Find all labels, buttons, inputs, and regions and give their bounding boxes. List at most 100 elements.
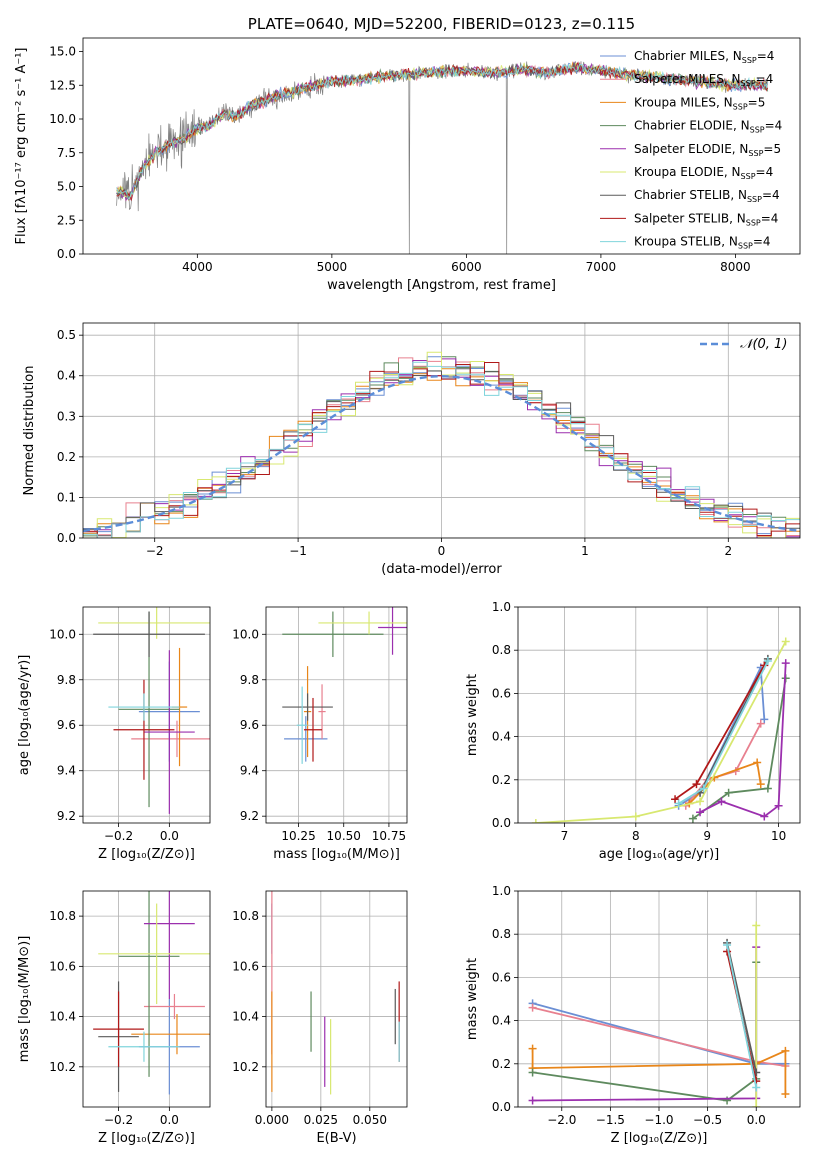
legend-entry: 𝒩(0, 1) — [740, 337, 787, 352]
y-tick-label: 10.4 — [232, 1010, 259, 1024]
legend-entry: Chabrier MILES, NSSP=4 — [634, 49, 774, 65]
mass-weight-line — [532, 962, 758, 1102]
legend-nssp: =4 — [753, 235, 771, 249]
y-axis-label: mass weight — [465, 958, 480, 1040]
y-axis-label: Normed distribution — [22, 366, 37, 496]
x-tick-label: −1.0 — [644, 1113, 673, 1127]
y-tick-label: 0.6 — [492, 970, 511, 984]
y-tick-label: 9.8 — [240, 673, 259, 687]
legend-entry: Kroupa ELODIE, NSSP=4 — [634, 165, 773, 181]
y-tick-label: 10.0 — [49, 112, 76, 126]
mass-weight-marker — [752, 921, 761, 930]
mass-weight-marker — [531, 819, 540, 823]
mass-weight-marker — [763, 657, 772, 665]
x-tick-label: 0.050 — [353, 1113, 387, 1127]
mass-weight-line — [699, 658, 769, 794]
x-axis-label: Z [log₁₀(Z/Z⊙)] — [98, 847, 195, 862]
mass-weight-line — [699, 663, 787, 818]
mass-weight-marker — [781, 659, 790, 668]
mass-weight-marker — [528, 1096, 537, 1105]
mass-weight-marker — [752, 1103, 761, 1107]
plot-area-mass-vs-Z — [83, 891, 210, 1107]
x-tick-label: −0.5 — [693, 1113, 722, 1127]
y-tick-label: 0.8 — [492, 927, 511, 941]
x-tick-label: 10.50 — [327, 829, 361, 843]
y-tick-label: 10.8 — [49, 909, 76, 923]
x-tick-label: 10.25 — [281, 829, 315, 843]
y-tick-label: 10.0 — [49, 627, 76, 641]
mass-weight-marker — [528, 1068, 537, 1077]
y-tick-label: 10.2 — [232, 1060, 259, 1074]
y-tick-label: 9.6 — [240, 718, 259, 732]
x-axis-label: (data-model)/error — [381, 562, 502, 577]
y-tick-label: 9.4 — [240, 764, 259, 778]
x-tick-label: 4000 — [182, 260, 213, 274]
legend-subscript: SSP — [738, 242, 753, 251]
mass-weight-line — [678, 664, 766, 807]
y-axis-label: mass weight — [465, 674, 480, 756]
axes-frame — [82, 37, 801, 255]
legend-entry: Kroupa STELIB, NSSP=4 — [634, 235, 771, 251]
axes-frame — [265, 606, 408, 824]
mass-weight-marker — [528, 1003, 537, 1012]
axes-frame — [82, 890, 211, 1108]
x-tick-label: 0.000 — [255, 1113, 289, 1127]
x-tick-label: 7 — [561, 829, 569, 843]
normal-curve-line — [83, 374, 800, 533]
x-tick-label: 5000 — [317, 260, 348, 274]
x-tick-label: −1.5 — [596, 1113, 625, 1127]
y-tick-label: 0.5 — [57, 328, 76, 342]
histogram-series — [83, 368, 800, 537]
axes-frame — [82, 606, 211, 824]
plot-area-massweight-vs-Z — [518, 891, 800, 1107]
model-line-chabrier-stelib — [116, 62, 769, 201]
y-tick-label: 1.0 — [492, 884, 511, 898]
y-tick-label: 10.4 — [49, 1010, 76, 1024]
mass-weight-marker — [724, 788, 733, 797]
mass-weight-marker — [717, 797, 726, 806]
y-tick-label: 0.6 — [492, 686, 511, 700]
axes-frame — [265, 890, 408, 1108]
y-tick-label: 10.6 — [232, 959, 259, 973]
legend-subscript: SSP — [742, 56, 757, 65]
legend-subscript: SSP — [750, 126, 765, 135]
legend-entry: Chabrier ELODIE, NSSP=4 — [634, 119, 782, 135]
axes-frame — [517, 606, 801, 824]
mass-weight-marker — [760, 715, 769, 724]
axes-frame — [517, 890, 801, 1108]
y-tick-label: 9.4 — [57, 764, 76, 778]
axes-frame — [82, 322, 801, 539]
y-tick-label: 0.0 — [492, 816, 511, 830]
y-tick-label: 12.5 — [49, 78, 76, 92]
legend-subscript: SSP — [733, 102, 748, 111]
histogram-series — [83, 362, 800, 538]
plot-area-mass-vs-ebv — [266, 891, 407, 1107]
mass-weight-marker — [763, 784, 772, 793]
legend-subscript: SSP — [747, 195, 762, 204]
x-tick-label: 10 — [771, 829, 786, 843]
mass-weight-line — [535, 641, 787, 823]
y-tick-label: 9.2 — [240, 809, 259, 823]
mass-weight-marker — [752, 1083, 761, 1092]
x-tick-label: −1 — [289, 544, 307, 558]
x-tick-label: 0 — [438, 544, 446, 558]
y-tick-label: 0.2 — [57, 450, 76, 464]
x-tick-label: 8 — [632, 829, 640, 843]
mass-weight-line — [692, 678, 787, 820]
mass-weight-marker — [753, 758, 762, 767]
legend-entry: Chabrier STELIB, NSSP=4 — [634, 188, 780, 204]
y-tick-label: 10.0 — [232, 627, 259, 641]
y-tick-label: 0.8 — [492, 643, 511, 657]
y-tick-label: 0.4 — [492, 730, 511, 744]
plot-area-residuals — [83, 323, 800, 538]
mass-weight-marker — [696, 808, 705, 817]
y-tick-label: 9.6 — [57, 718, 76, 732]
mass-weight-marker — [781, 1090, 790, 1099]
model-line-kroupa-stelib — [116, 63, 769, 200]
mass-weight-marker — [756, 780, 765, 789]
mass-weight-marker — [781, 1046, 790, 1055]
y-tick-label: 0.3 — [57, 409, 76, 423]
legend-entry: Salpeter STELIB, NSSP=4 — [634, 211, 778, 227]
legend-nssp: =4 — [761, 211, 779, 225]
